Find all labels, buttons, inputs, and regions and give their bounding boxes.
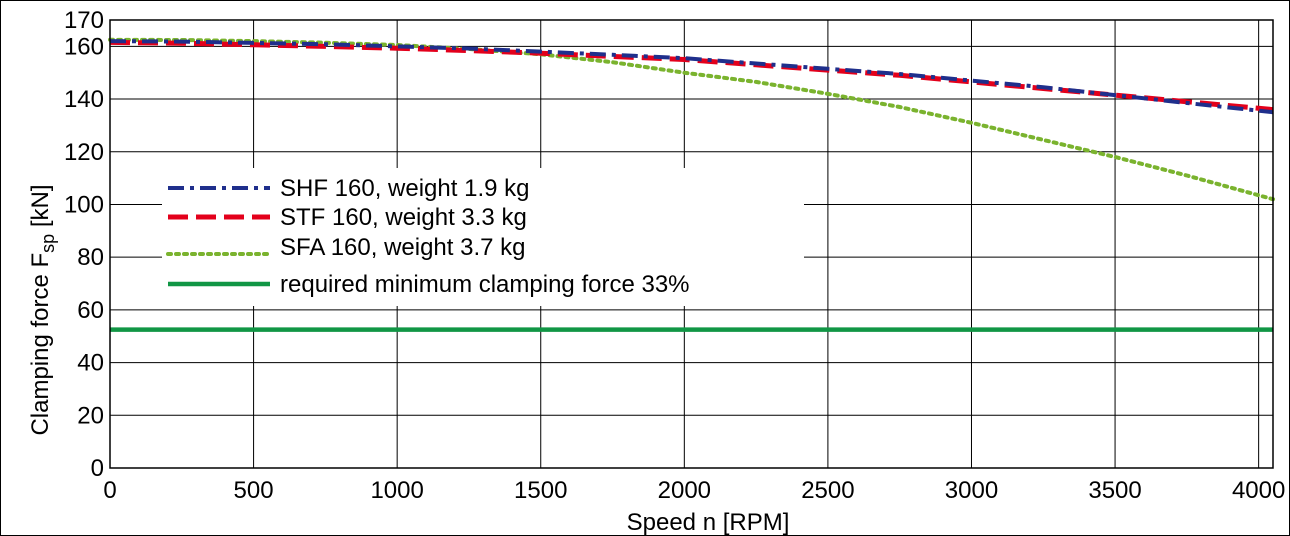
- y-tick-label: 100: [64, 191, 104, 218]
- x-tick-label: 500: [234, 477, 274, 504]
- y-axis-title-main: Clamping force F: [27, 253, 54, 436]
- y-tick-label: 170: [64, 7, 104, 34]
- x-tick-label: 1000: [370, 477, 423, 504]
- y-axis-title-subscript: sp: [38, 234, 58, 253]
- legend-label-stf: STF 160, weight 3.3 kg: [280, 204, 527, 231]
- y-tick-label: 20: [77, 402, 104, 429]
- y-tick-label: 80: [77, 244, 104, 271]
- y-axis-title-unit: [kN]: [27, 184, 54, 233]
- x-axis-title: Speed n [RPM]: [627, 509, 790, 536]
- x-tick-label: 2500: [801, 477, 854, 504]
- y-tick-label: 120: [64, 139, 104, 166]
- y-tick-label: 40: [77, 350, 104, 377]
- legend-label-shf: SHF 160, weight 1.9 kg: [280, 175, 529, 202]
- x-tick-label: 1500: [514, 477, 567, 504]
- x-tick-label: 3500: [1088, 477, 1141, 504]
- series-line-sfa: [108, 37, 1275, 202]
- y-axis-title: Clamping force Fsp [kN]: [27, 184, 58, 435]
- x-tick-label: 3000: [945, 477, 998, 504]
- series-group: [108, 37, 1275, 332]
- y-tick-label: 60: [77, 297, 104, 324]
- y-tick-label: 140: [64, 86, 104, 113]
- plot-area-border: [109, 19, 1274, 469]
- tick-labels: 0 500 1000 1500 2000 2500 3000 3500 4000 0 20 40 60 8…: [64, 7, 1285, 504]
- series-line-shf: [109, 39, 1274, 115]
- series-line-stf: [109, 39, 1274, 113]
- legend-label-min-force: required minimum clamping force 33%: [280, 271, 690, 298]
- x-tick-label: 0: [103, 477, 116, 504]
- legend: SHF 160, weight 1.9 kg STF 160, weight 3…: [162, 168, 804, 306]
- y-tick-label: 0: [91, 455, 104, 482]
- x-tick-label: 2000: [658, 477, 711, 504]
- x-tick-label: 4000: [1232, 477, 1285, 504]
- y-tick-label: 160: [64, 33, 104, 60]
- legend-label-sfa: SFA 160, weight 3.7 kg: [280, 234, 526, 261]
